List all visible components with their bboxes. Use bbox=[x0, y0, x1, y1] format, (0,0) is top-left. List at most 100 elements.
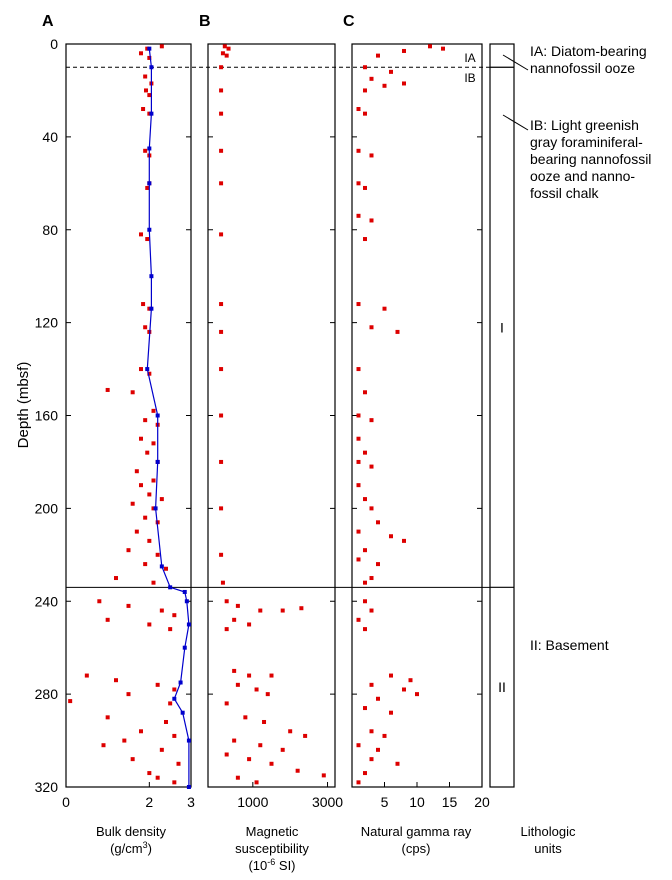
data-point bbox=[356, 213, 361, 218]
data-point bbox=[101, 743, 106, 748]
data-point bbox=[356, 302, 361, 307]
data-point bbox=[363, 771, 367, 776]
lithology-label-line2: units bbox=[534, 841, 562, 856]
data-point bbox=[389, 534, 393, 539]
data-point bbox=[376, 747, 380, 752]
panel-c-xlabel-line2: (cps) bbox=[402, 841, 431, 856]
data-point bbox=[145, 237, 150, 242]
data-point bbox=[356, 780, 361, 785]
data-point bbox=[147, 622, 152, 627]
data-point bbox=[356, 459, 361, 464]
data-point bbox=[288, 729, 293, 734]
data-point bbox=[143, 515, 148, 520]
x-tick-label: 20 bbox=[474, 794, 490, 810]
data-point bbox=[126, 603, 131, 608]
unit-label: II bbox=[498, 679, 506, 695]
data-point bbox=[145, 185, 150, 190]
data-point bbox=[415, 692, 419, 697]
data-point bbox=[130, 390, 135, 395]
data-point bbox=[363, 580, 367, 585]
data-point bbox=[235, 775, 240, 780]
data-point bbox=[143, 325, 148, 330]
data-point bbox=[159, 747, 164, 752]
data-point bbox=[126, 692, 131, 697]
data-point bbox=[235, 682, 240, 687]
data-point bbox=[130, 501, 135, 506]
data-point bbox=[219, 302, 224, 307]
data-point bbox=[145, 450, 150, 455]
data-point bbox=[269, 673, 274, 678]
data-point bbox=[247, 622, 252, 627]
data-point bbox=[369, 464, 374, 469]
data-point bbox=[369, 153, 374, 158]
data-point bbox=[402, 48, 406, 53]
log-point bbox=[186, 738, 191, 743]
boundary-lines: IA IB bbox=[66, 51, 490, 588]
data-point bbox=[363, 599, 367, 604]
data-point bbox=[97, 599, 102, 604]
data-point bbox=[105, 715, 110, 720]
data-point bbox=[164, 566, 168, 571]
data-point bbox=[262, 719, 267, 724]
data-point bbox=[356, 148, 361, 153]
lithology-column-frame bbox=[489, 43, 515, 788]
data-point bbox=[258, 608, 263, 613]
data-point bbox=[141, 302, 146, 307]
data-point bbox=[369, 729, 374, 734]
log-point bbox=[168, 585, 173, 590]
y-tick-label: 240 bbox=[35, 593, 59, 609]
y-tick-label: 80 bbox=[42, 222, 58, 238]
panel-a-frame bbox=[65, 43, 192, 788]
data-point bbox=[363, 497, 367, 502]
data-point bbox=[147, 538, 152, 543]
data-series bbox=[68, 44, 445, 789]
data-point bbox=[143, 418, 148, 423]
data-point bbox=[147, 111, 152, 116]
data-point bbox=[258, 743, 263, 748]
data-point bbox=[219, 232, 224, 237]
data-point bbox=[151, 441, 156, 446]
data-point bbox=[168, 701, 173, 706]
data-point bbox=[254, 687, 259, 692]
data-point bbox=[144, 88, 148, 93]
leader-line-ib bbox=[502, 114, 529, 131]
data-point bbox=[395, 761, 400, 766]
data-point bbox=[159, 608, 164, 613]
data-point bbox=[155, 775, 160, 780]
data-point bbox=[114, 678, 118, 683]
data-point bbox=[269, 761, 274, 766]
data-point bbox=[134, 469, 139, 474]
data-point bbox=[363, 627, 367, 632]
x-tick-label: 3000 bbox=[312, 794, 343, 810]
data-point bbox=[402, 538, 406, 543]
data-point bbox=[68, 699, 73, 704]
lithology-label-line1: Lithologic bbox=[521, 824, 576, 839]
log-point bbox=[184, 599, 189, 604]
data-point bbox=[224, 627, 229, 632]
x-tick-label: 1000 bbox=[237, 794, 268, 810]
panel-c-xlabel-line1: Natural gamma ray bbox=[361, 824, 472, 839]
x-tick-label: 5 bbox=[381, 794, 389, 810]
data-point bbox=[356, 367, 361, 372]
log-point bbox=[145, 367, 150, 372]
data-point bbox=[369, 757, 374, 762]
data-point bbox=[389, 710, 393, 715]
data-point bbox=[356, 743, 361, 748]
panel-b-xlabel-line1: Magnetic bbox=[246, 824, 299, 839]
panel-letter-c: C bbox=[343, 13, 355, 30]
lithology-description-line: IA: Diatom-bearing bbox=[530, 43, 647, 59]
x-tick-label: 15 bbox=[442, 794, 458, 810]
data-point bbox=[363, 390, 367, 395]
y-axis-ticks: 0 40 80 120 160 200 240 280 320 bbox=[35, 36, 482, 795]
panel-b-xlabel-line2: susceptibility bbox=[235, 841, 309, 856]
data-point bbox=[402, 687, 406, 692]
data-point bbox=[382, 306, 387, 311]
x-tick-label: 2 bbox=[145, 794, 153, 810]
data-point bbox=[382, 83, 387, 88]
log-point bbox=[149, 65, 154, 70]
data-point bbox=[369, 506, 374, 511]
data-point bbox=[219, 111, 224, 116]
log-point bbox=[147, 181, 152, 186]
data-point bbox=[369, 608, 374, 613]
